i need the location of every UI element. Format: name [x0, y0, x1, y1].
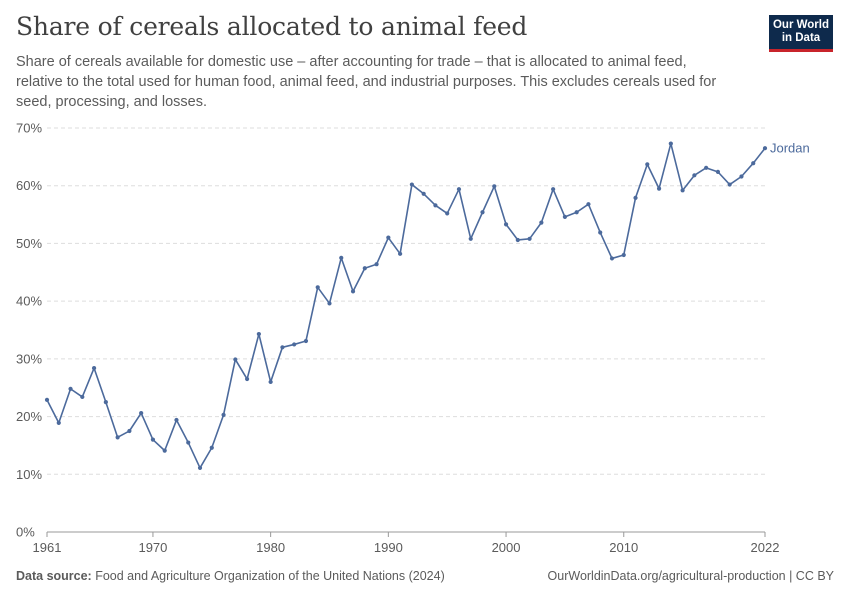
- chart-subtitle: Share of cereals available for domestic …: [16, 54, 717, 110]
- data-point: [409, 182, 414, 187]
- data-source-text: Food and Agriculture Organization of the…: [95, 569, 445, 583]
- data-point: [656, 186, 662, 191]
- data-point: [139, 411, 144, 416]
- data-point: [739, 174, 744, 179]
- data-point: [197, 465, 203, 471]
- data-point: [280, 345, 285, 350]
- data-point: [609, 256, 615, 261]
- data-point: [233, 357, 238, 362]
- data-point: [127, 428, 132, 434]
- data-point: [668, 141, 673, 146]
- y-tick-label: 40%: [16, 294, 42, 309]
- data-point: [539, 220, 544, 225]
- data-point: [492, 184, 497, 189]
- data-point: [398, 251, 403, 256]
- chart-title: Share of cereals allocated to animal fee…: [16, 12, 528, 41]
- x-tick-label: 2022: [751, 540, 780, 555]
- data-point: [586, 202, 591, 207]
- data-point: [562, 214, 568, 219]
- series-line: [46, 142, 766, 469]
- data-point: [292, 342, 297, 347]
- data-point: [386, 235, 391, 240]
- data-point: [574, 210, 579, 215]
- source-link[interactable]: OurWorldinData.org/agricultural-producti…: [547, 569, 834, 583]
- line-chart: 0% 10% 20% 30% 40% 50% 60% 70% 1961 1970 1980 1990 2…: [16, 121, 810, 556]
- data-point: [515, 237, 520, 243]
- data-point: [480, 210, 485, 215]
- x-tick-label: 1990: [374, 540, 403, 555]
- data-point: [186, 440, 191, 445]
- data-point: [551, 187, 556, 192]
- x-tick-label: 1961: [33, 540, 62, 555]
- data-point: [445, 211, 450, 216]
- y-tick-label: 70%: [16, 121, 42, 136]
- data-point: [174, 417, 179, 423]
- x-tick-label: 2000: [492, 540, 521, 555]
- data-point: [256, 331, 261, 337]
- data-point: [103, 400, 108, 405]
- data-point: [150, 437, 156, 442]
- data-point: [339, 255, 344, 260]
- y-tick-label: 30%: [16, 351, 42, 366]
- data-point: [44, 397, 50, 402]
- data-point: [715, 169, 721, 174]
- data-point: [221, 412, 226, 417]
- data-point: [303, 338, 309, 344]
- data-point: [468, 236, 473, 241]
- data-point: [362, 266, 367, 271]
- y-tick-label: 60%: [16, 178, 42, 193]
- data-point: [704, 165, 709, 170]
- y-tick-label: 50%: [16, 236, 42, 251]
- data-point: [621, 252, 626, 258]
- data-point: [374, 262, 379, 267]
- x-tick-label: 1970: [138, 540, 167, 555]
- series-label: Jordan: [770, 141, 810, 156]
- data-source: Data source: Food and Agriculture Organi…: [16, 569, 445, 583]
- y-tick-label: 0%: [16, 525, 35, 540]
- data-point: [527, 236, 532, 241]
- data-point: [350, 289, 356, 294]
- data-point: [762, 146, 768, 151]
- data-point: [56, 420, 61, 426]
- data-point: [80, 394, 85, 400]
- owid-logo[interactable]: Our World in Data: [769, 15, 833, 52]
- data-point: [751, 161, 756, 166]
- data-point: [503, 222, 509, 227]
- data-point: [692, 173, 697, 178]
- data-point: [421, 191, 426, 196]
- data-point: [456, 187, 462, 192]
- data-point: [244, 376, 250, 382]
- data-point: [68, 386, 73, 391]
- data-point: [680, 188, 685, 193]
- data-point: [327, 301, 332, 306]
- y-tick-label: 20%: [16, 409, 42, 424]
- y-tick-label: 10%: [16, 467, 42, 482]
- logo-line-2: in Data: [781, 32, 821, 44]
- logo-line-1: Our World: [772, 19, 829, 31]
- data-point: [433, 203, 438, 208]
- data-point: [315, 285, 320, 290]
- data-point: [91, 365, 97, 371]
- data-point: [598, 230, 603, 235]
- data-point: [115, 435, 120, 440]
- data-source-label: Data source:: [16, 569, 92, 583]
- data-point: [162, 448, 167, 453]
- x-tick-label: 2010: [609, 540, 638, 555]
- data-point: [268, 379, 273, 385]
- data-point: [727, 182, 732, 187]
- data-point: [633, 195, 638, 200]
- data-point: [209, 445, 214, 450]
- x-tick-label: 1980: [256, 540, 285, 555]
- data-point: [645, 162, 650, 167]
